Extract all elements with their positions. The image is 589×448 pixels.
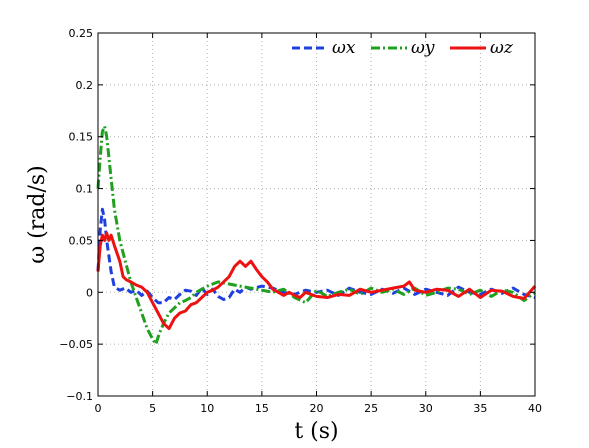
- y-tick-label: −0.1: [66, 390, 93, 403]
- x-tick-label: 10: [200, 402, 214, 415]
- legend-label-1: ωx: [332, 38, 356, 58]
- y-tick-label: 0.05: [69, 234, 94, 247]
- legend-label-2: ωy: [411, 38, 435, 58]
- series-line-2: [96, 124, 536, 346]
- x-tick-label: 5: [149, 402, 156, 415]
- y-tick-label: 0.2: [76, 79, 94, 92]
- y-tick-label: 0.15: [69, 131, 94, 144]
- x-tick-label: 20: [310, 402, 324, 415]
- x-tick-label: 40: [528, 402, 542, 415]
- y-tick-label: −0.05: [59, 338, 93, 351]
- tick-layer: 0 5 10 15 20 25 30 35 40 −0.1 −0.05 0 0.05 0.1 0.15 0.2…: [59, 27, 542, 415]
- x-axis-label: t (s): [294, 419, 338, 443]
- legend-label-3: ωz: [490, 38, 514, 58]
- grid-layer: [98, 33, 535, 396]
- y-tick-label: 0.1: [76, 183, 94, 196]
- legend: ωx ωy ωz: [292, 38, 514, 58]
- x-tick-label: 35: [473, 402, 487, 415]
- y-axis-label: ω (rad/s): [25, 165, 50, 264]
- series-line-3: [96, 231, 537, 331]
- series-layer: [96, 124, 537, 346]
- y-tick-label: 0.25: [69, 27, 94, 40]
- x-tick-label: 15: [255, 402, 269, 415]
- x-tick-label: 30: [419, 402, 433, 415]
- x-tick-label: 25: [364, 402, 378, 415]
- x-tick-label: 0: [95, 402, 102, 415]
- y-tick-label: 0: [86, 286, 93, 299]
